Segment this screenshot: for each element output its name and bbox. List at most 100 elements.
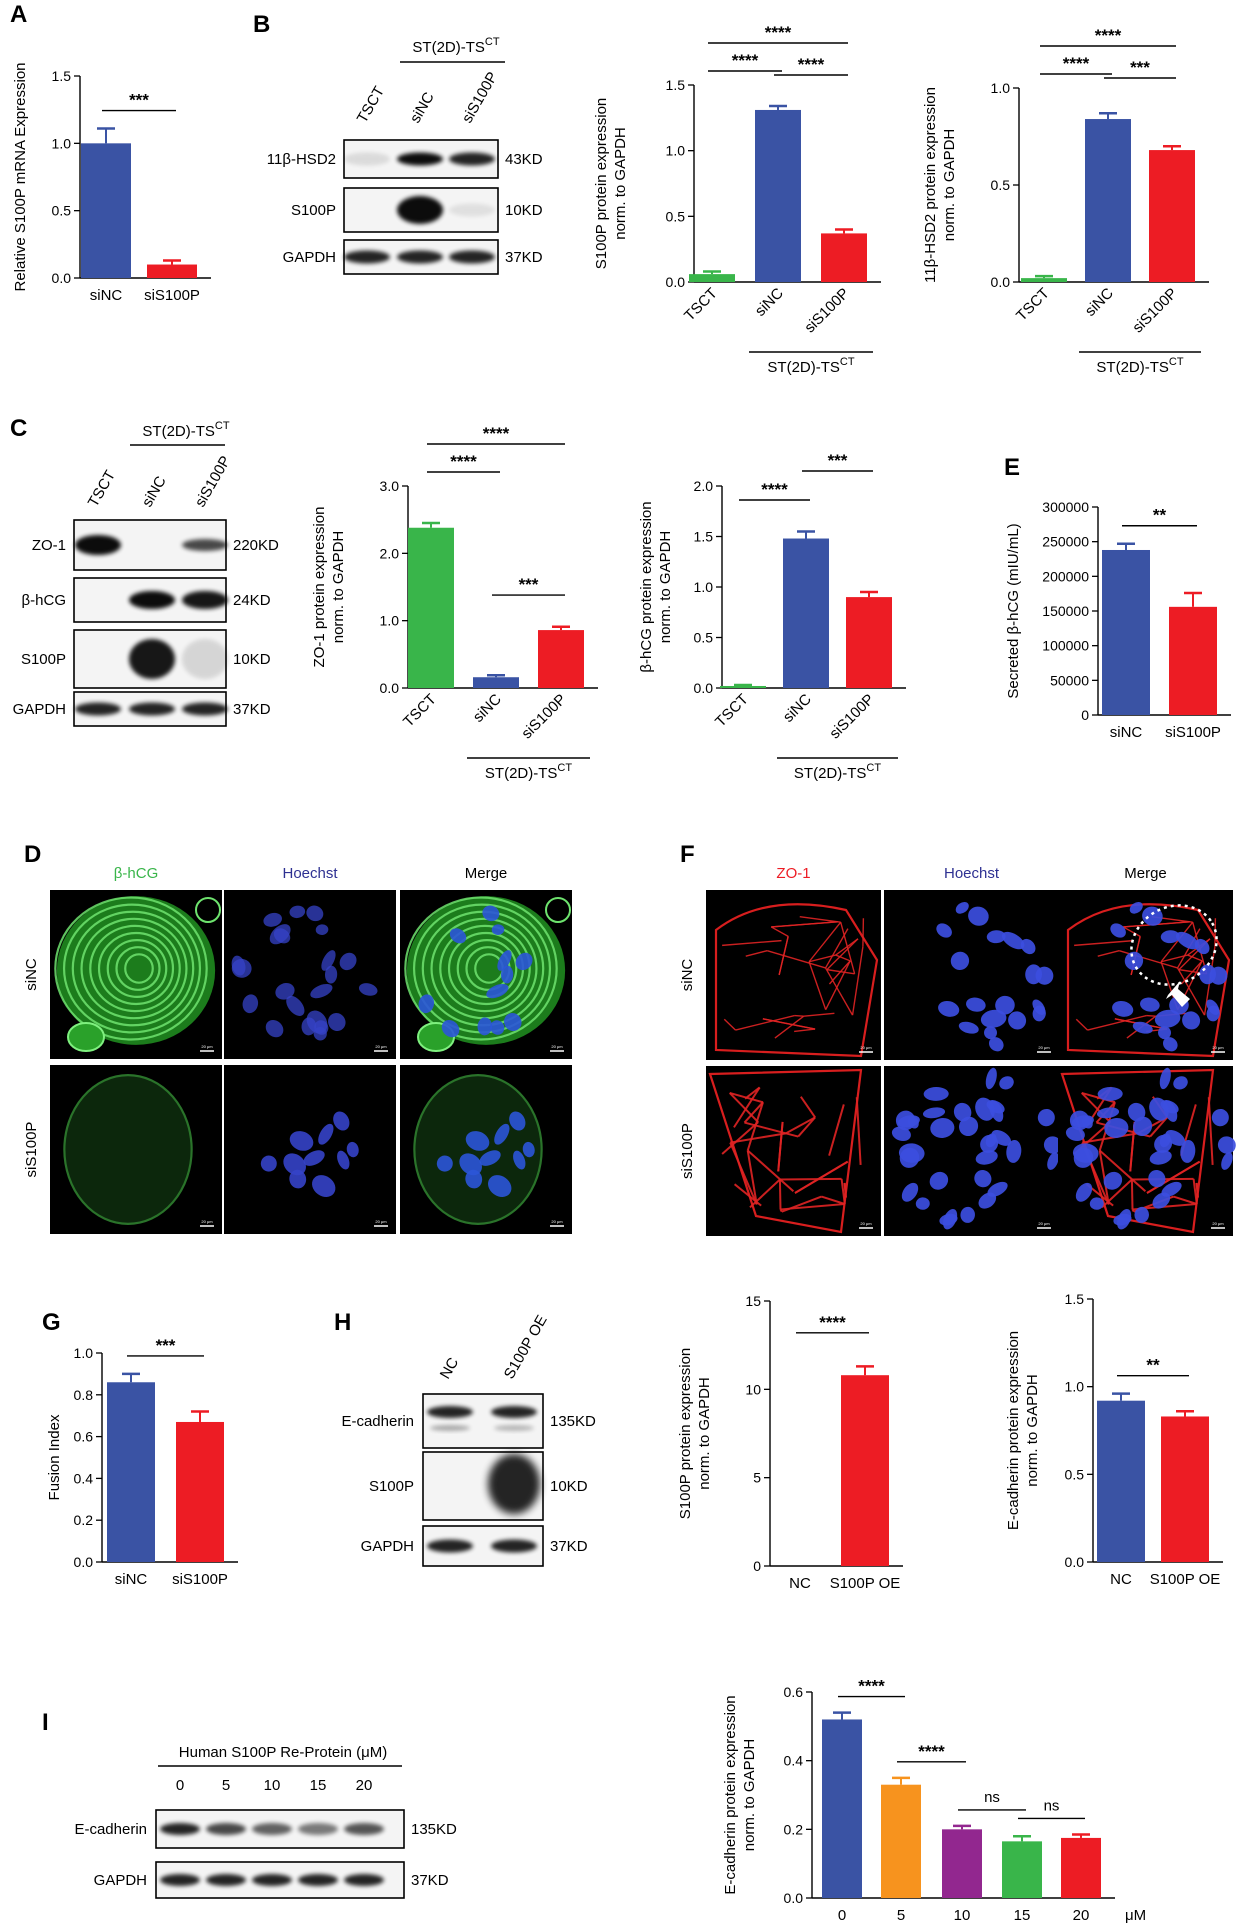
membrane-ring	[545, 897, 571, 923]
junction-line	[1101, 1178, 1133, 1209]
nucleus	[1175, 931, 1199, 950]
blot-h: NC S100P OE E-cadherin 135KD S100P 10KD GAPDH 3…	[341, 1312, 596, 1567]
y-tick-label: 0.5	[666, 208, 686, 224]
membrane-ring	[89, 924, 181, 1013]
scale-bar-label: 20 μm	[201, 1219, 213, 1224]
nucleus	[436, 1155, 453, 1172]
nucleus	[286, 995, 305, 1016]
group-label-main: ST(2D)-TS	[485, 765, 558, 782]
nucleus	[980, 1009, 1007, 1028]
significance-label: **	[1146, 1356, 1160, 1375]
significance-label: ****	[918, 1742, 945, 1761]
y-tick-label: 0.0	[380, 680, 400, 696]
x-tick-label: siNC	[115, 1571, 148, 1588]
blot-c: ST(2D)-TSCT TSCT siNC siS100P ZO-1 220KD β-hCG…	[13, 420, 279, 727]
x-tick-label: TSCT	[400, 691, 440, 731]
nucleus	[1154, 1009, 1181, 1028]
bar-tsct	[720, 685, 766, 688]
junction-line	[851, 946, 864, 1016]
nucleus	[939, 1213, 958, 1226]
chart-b1: 0.0 0.5 1.0 1.5 S100P protein expression norm…	[593, 23, 881, 376]
junction-line	[840, 1178, 846, 1205]
chart-c1: 0.0 1.0 2.0 3.0 ZO-1 protein expression norm.…	[311, 424, 598, 782]
nucleus	[339, 952, 357, 971]
nucleus	[242, 994, 259, 1014]
lane-label: 10	[264, 1777, 281, 1794]
lane-label: TSCT	[354, 84, 388, 126]
nucleus	[358, 983, 378, 996]
membrane-ring	[456, 939, 518, 998]
row-label: GAPDH	[283, 249, 336, 266]
nucleus	[989, 1037, 1004, 1052]
junction-line	[744, 1121, 799, 1138]
y-axis-label: norm. to GAPDH	[941, 129, 958, 242]
nucleus	[1163, 1037, 1178, 1052]
significance-label: ****	[858, 1677, 885, 1696]
junction-line	[828, 1104, 845, 1156]
size-label: 10KD	[505, 202, 543, 219]
junction-line	[800, 1096, 816, 1118]
nucleus	[491, 924, 505, 935]
y-tick-label: 0.0	[74, 1554, 94, 1570]
band	[182, 639, 228, 679]
x-tick-label: NC	[1110, 1571, 1132, 1588]
junction-line	[771, 921, 838, 928]
group-label: ST(2D)-TSCT	[794, 762, 881, 782]
micrograph-sinc-2: 20 μm	[400, 890, 572, 1059]
row-label: S100P	[21, 651, 66, 668]
junction-line	[1195, 1182, 1199, 1198]
nucleus	[1103, 1171, 1123, 1190]
bar-10	[942, 1829, 982, 1898]
row-label: S100P	[369, 1478, 414, 1495]
significance-label: ****	[819, 1313, 846, 1332]
chart-h1: 0 5 10 15 S100P protein expression norm. to G…	[677, 1293, 903, 1592]
y-tick-label: 1.0	[52, 135, 72, 151]
group-label-sup: CT	[557, 762, 572, 774]
nucleus	[985, 1133, 997, 1148]
junction-line	[794, 1014, 804, 1017]
x-tick-label: NC	[789, 1575, 811, 1592]
y-tick-label: 200000	[1042, 568, 1089, 584]
junction-line	[1097, 949, 1120, 957]
group-label-main: ST(2D)-TS	[794, 765, 867, 782]
nucleus	[1096, 1107, 1120, 1119]
bar-sis100p	[821, 233, 867, 282]
nucleus	[1001, 931, 1025, 950]
junction-line	[723, 1018, 737, 1031]
y-axis-label: norm. to GAPDH	[1024, 1374, 1041, 1487]
junction-line	[1160, 921, 1194, 963]
micrograph-background	[224, 1065, 396, 1234]
junction-line	[825, 960, 851, 1010]
junction-line	[840, 921, 856, 975]
band	[298, 1823, 338, 1835]
lane-group-label: ST(2D)-TSCT	[142, 420, 229, 440]
channel-label: β-hCG	[114, 865, 158, 882]
y-tick-label: 300000	[1042, 499, 1089, 515]
nucleus	[1132, 1021, 1153, 1034]
bar-tsct	[689, 274, 735, 282]
scale-bar-label: 20 μm	[375, 1219, 387, 1224]
lane-group-main: ST(2D)-TS	[412, 39, 485, 56]
lane-label: 15	[310, 1777, 327, 1794]
y-axis-label: norm. to GAPDH	[330, 531, 347, 644]
micrograph-sis100p-0: 20 μm	[706, 1066, 881, 1236]
channel-label: Hoechst	[944, 865, 1000, 882]
nucleus	[324, 965, 338, 984]
y-tick-label: 1.0	[380, 613, 400, 629]
x-tick-label: siS100P	[172, 1571, 228, 1588]
membrane-ring	[106, 939, 168, 998]
nucleus	[960, 1206, 975, 1223]
significance-label: ****	[761, 480, 788, 499]
junction-line	[799, 916, 841, 923]
blot-i: Human S100P Re-Protein (μM) 0 5 10 15 20 E-cad…	[74, 1744, 457, 1899]
panel-label-d: D	[24, 841, 41, 868]
panel-label-h: H	[334, 1309, 351, 1336]
scale-bar-label: 20 μm	[375, 1044, 387, 1049]
blot-membrane	[422, 1393, 544, 1449]
significance-label: ns	[1044, 1797, 1060, 1814]
nucleus	[1160, 930, 1180, 944]
membrane-ring	[404, 896, 558, 1041]
bar-sinc	[755, 109, 801, 282]
nucleus	[1127, 1102, 1146, 1122]
